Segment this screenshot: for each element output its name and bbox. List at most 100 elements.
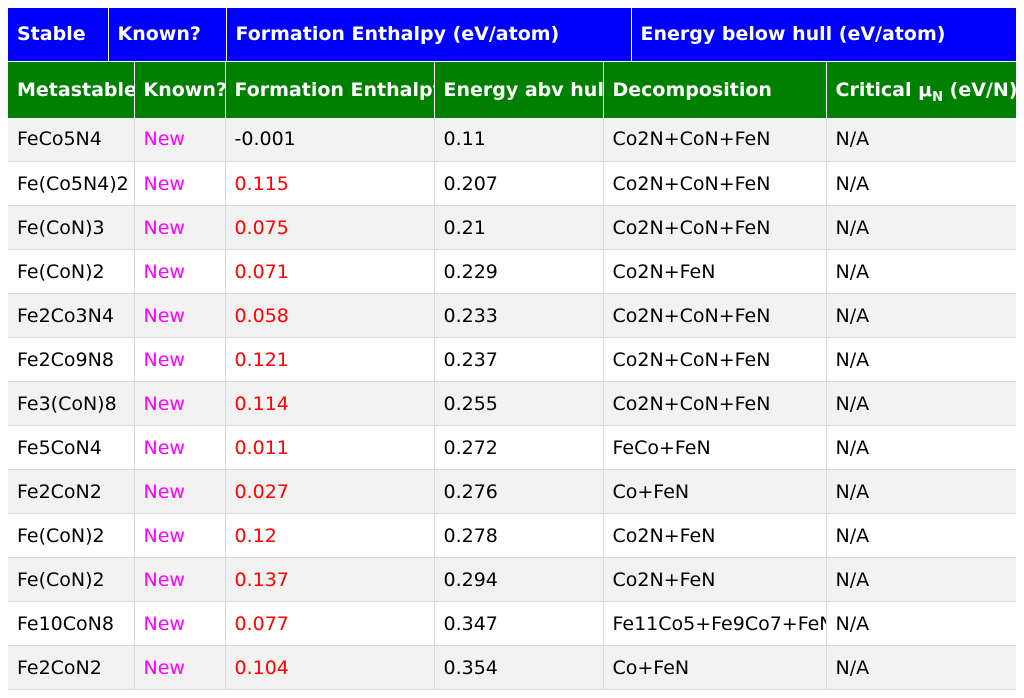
cell-compound: Fe10CoN8	[8, 601, 134, 646]
cell-known: New	[133, 557, 225, 602]
table-row: Fe2CoN2 New 0.104 0.354 Co+FeN N/A	[8, 645, 1016, 690]
cell-energy-above-hull: 0.278	[433, 513, 603, 558]
cell-known: New	[133, 117, 225, 162]
cell-formation-enthalpy: 0.075	[224, 205, 434, 250]
table-row: Fe(Co5N4)2 New 0.115 0.207 Co2N+CoN+FeN N/A	[8, 161, 1016, 206]
cell-known: New	[133, 469, 225, 514]
cell-known: New	[133, 601, 225, 646]
header-formation-enthalpy: Formation Enthalpy	[224, 61, 434, 118]
cell-formation-enthalpy: 0.027	[224, 469, 434, 514]
cell-energy-above-hull: 0.276	[433, 469, 603, 514]
cell-decomposition: Co2N+CoN+FeN	[602, 161, 826, 206]
cell-critical-mu: N/A	[825, 249, 1016, 294]
table-row: Fe5CoN4 New 0.011 0.272 FeCo+FeN N/A	[8, 425, 1016, 470]
metastable-table-body: FeCo5N4 New -0.001 0.11 Co2N+CoN+FeN N/A Fe(Co…	[8, 117, 1016, 690]
header-energy-abv-hull: Energy abv hull	[433, 61, 603, 118]
cell-known: New	[133, 425, 225, 470]
cell-formation-enthalpy: 0.12	[224, 513, 434, 558]
cell-known: New	[133, 205, 225, 250]
cell-known: New	[133, 249, 225, 294]
cell-decomposition: FeCo+FeN	[602, 425, 826, 470]
cell-critical-mu: N/A	[825, 337, 1016, 382]
cell-compound: Fe(CoN)2	[8, 513, 134, 558]
stable-header-row: Stable Known? Formation Enthalpy (eV/ato…	[8, 8, 1016, 62]
cell-energy-above-hull: 0.272	[433, 425, 603, 470]
cell-energy-above-hull: 0.233	[433, 293, 603, 338]
cell-energy-above-hull: 0.229	[433, 249, 603, 294]
cell-compound: Fe2CoN2	[8, 645, 134, 690]
cell-compound: Fe2Co9N8	[8, 337, 134, 382]
table-row: FeCo5N4 New -0.001 0.11 Co2N+CoN+FeN N/A	[8, 117, 1016, 162]
cell-formation-enthalpy: 0.071	[224, 249, 434, 294]
cell-energy-above-hull: 0.354	[433, 645, 603, 690]
cell-known: New	[133, 513, 225, 558]
cell-energy-above-hull: 0.294	[433, 557, 603, 602]
cell-formation-enthalpy: 0.058	[224, 293, 434, 338]
critical-mu-subscript: N	[932, 89, 944, 105]
cell-critical-mu: N/A	[825, 293, 1016, 338]
cell-formation-enthalpy: 0.114	[224, 381, 434, 426]
cell-energy-above-hull: 0.11	[433, 117, 603, 162]
cell-formation-enthalpy: 0.077	[224, 601, 434, 646]
cell-compound: Fe(CoN)2	[8, 557, 134, 602]
cell-known: New	[133, 645, 225, 690]
cell-energy-above-hull: 0.255	[433, 381, 603, 426]
header-decomposition: Decomposition	[602, 61, 826, 118]
cell-formation-enthalpy: 0.137	[224, 557, 434, 602]
table-row: Fe(CoN)2 New 0.137 0.294 Co2N+FeN N/A	[8, 557, 1016, 602]
cell-decomposition: Fe11Co5+Fe9Co7+FeN	[602, 601, 826, 646]
table-row: Fe3(CoN)8 New 0.114 0.255 Co2N+CoN+FeN N/A	[8, 381, 1016, 426]
cell-critical-mu: N/A	[825, 161, 1016, 206]
critical-mu-prefix: Critical μ	[835, 78, 933, 101]
cell-compound: Fe3(CoN)8	[8, 381, 134, 426]
stable-header-table: Stable Known? Formation Enthalpy (eV/ato…	[8, 8, 1016, 62]
header-stable-known: Known?	[107, 8, 226, 62]
cell-decomposition: Co2N+CoN+FeN	[602, 293, 826, 338]
cell-critical-mu: N/A	[825, 469, 1016, 514]
cell-decomposition: Co2N+CoN+FeN	[602, 381, 826, 426]
critical-mu-suffix: (eV/N)	[943, 78, 1016, 101]
header-metastable: Metastable	[8, 61, 134, 118]
cell-formation-enthalpy: 0.104	[224, 645, 434, 690]
metastable-header-row: Metastable Known? Formation Enthalpy Ene…	[8, 61, 1016, 118]
cell-critical-mu: N/A	[825, 381, 1016, 426]
cell-compound: Fe5CoN4	[8, 425, 134, 470]
cell-critical-mu: N/A	[825, 557, 1016, 602]
table-row: Fe2Co3N4 New 0.058 0.233 Co2N+CoN+FeN N/A	[8, 293, 1016, 338]
header-known: Known?	[133, 61, 225, 118]
table-row: Fe(CoN)3 New 0.075 0.21 Co2N+CoN+FeN N/A	[8, 205, 1016, 250]
cell-compound: Fe(CoN)2	[8, 249, 134, 294]
cell-known: New	[133, 337, 225, 382]
cell-formation-enthalpy: -0.001	[224, 117, 434, 162]
cell-energy-above-hull: 0.347	[433, 601, 603, 646]
table-row: Fe2CoN2 New 0.027 0.276 Co+FeN N/A	[8, 469, 1016, 514]
cell-known: New	[133, 293, 225, 338]
cell-critical-mu: N/A	[825, 513, 1016, 558]
cell-formation-enthalpy: 0.121	[224, 337, 434, 382]
cell-compound: Fe2Co3N4	[8, 293, 134, 338]
cell-decomposition: Co2N+FeN	[602, 557, 826, 602]
cell-decomposition: Co+FeN	[602, 645, 826, 690]
cell-energy-above-hull: 0.237	[433, 337, 603, 382]
cell-known: New	[133, 161, 225, 206]
cell-decomposition: Co2N+FeN	[602, 513, 826, 558]
cell-energy-above-hull: 0.207	[433, 161, 603, 206]
cell-formation-enthalpy: 0.115	[224, 161, 434, 206]
table-row: Fe(CoN)2 New 0.071 0.229 Co2N+FeN N/A	[8, 249, 1016, 294]
header-energy-below-hull: Energy below hull (eV/atom)	[630, 8, 1016, 62]
cell-critical-mu: N/A	[825, 601, 1016, 646]
table-row: Fe(CoN)2 New 0.12 0.278 Co2N+FeN N/A	[8, 513, 1016, 558]
cell-critical-mu: N/A	[825, 117, 1016, 162]
metastable-table: Metastable Known? Formation Enthalpy Ene…	[8, 61, 1016, 690]
cell-decomposition: Co2N+CoN+FeN	[602, 117, 826, 162]
cell-critical-mu: N/A	[825, 205, 1016, 250]
cell-critical-mu: N/A	[825, 425, 1016, 470]
header-stable: Stable	[8, 8, 108, 62]
cell-formation-enthalpy: 0.011	[224, 425, 434, 470]
cell-decomposition: Co+FeN	[602, 469, 826, 514]
cell-critical-mu: N/A	[825, 645, 1016, 690]
cell-decomposition: Co2N+CoN+FeN	[602, 337, 826, 382]
header-critical-mu: Critical μN (eV/N)	[825, 61, 1016, 118]
cell-decomposition: Co2N+FeN	[602, 249, 826, 294]
